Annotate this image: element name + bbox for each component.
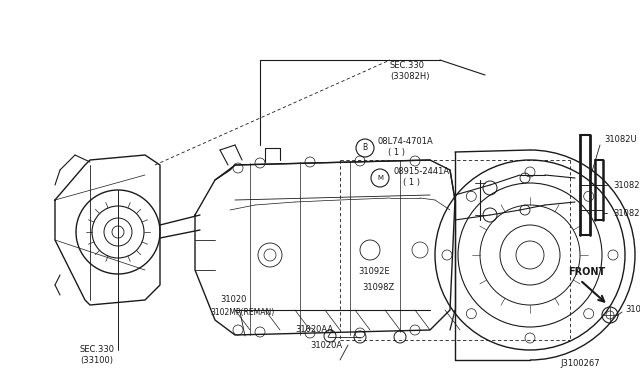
Text: B: B	[362, 144, 367, 153]
Text: 31020A: 31020A	[310, 341, 342, 350]
Text: 31082UA: 31082UA	[613, 180, 640, 189]
Text: 31082UA: 31082UA	[613, 208, 640, 218]
Text: 08915-2441A: 08915-2441A	[393, 167, 449, 176]
Text: 31020: 31020	[220, 295, 246, 305]
Text: SEC.330: SEC.330	[390, 61, 425, 70]
Text: (33082H): (33082H)	[390, 71, 429, 80]
Text: (33100): (33100)	[80, 356, 113, 365]
Text: 31020AA: 31020AA	[295, 326, 333, 334]
Text: 3102MP(REMAN): 3102MP(REMAN)	[210, 308, 275, 317]
Text: M: M	[377, 175, 383, 181]
Text: J3100267: J3100267	[560, 359, 600, 368]
Text: FRONT: FRONT	[568, 267, 605, 277]
Text: 31098Z: 31098Z	[362, 282, 394, 292]
Text: 31092E: 31092E	[358, 267, 390, 276]
Text: 31082U: 31082U	[604, 135, 637, 144]
Text: ( 1 ): ( 1 )	[403, 179, 420, 187]
Text: SEC.330: SEC.330	[80, 346, 115, 355]
Text: ( 1 ): ( 1 )	[388, 148, 405, 157]
Text: 08L74-4701A: 08L74-4701A	[378, 138, 434, 147]
Text: 31009: 31009	[625, 305, 640, 314]
